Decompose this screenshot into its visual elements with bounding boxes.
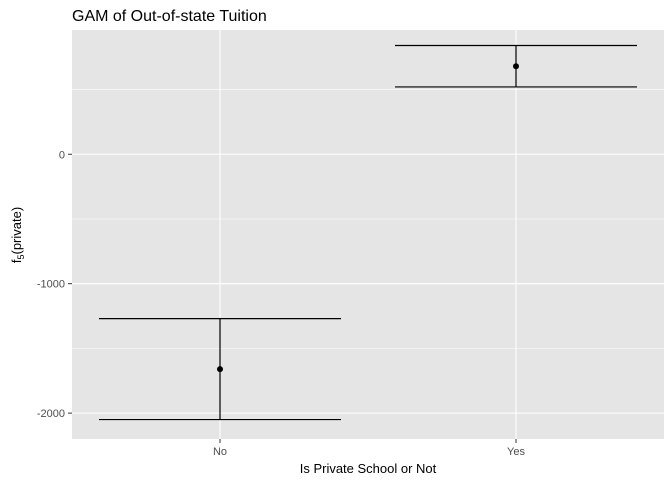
x-axis: No Yes	[213, 439, 525, 458]
y-axis: -2000 -1000 0	[37, 149, 72, 420]
grid	[72, 30, 664, 439]
y-tick-label: -1000	[37, 279, 65, 291]
estimate-point	[513, 63, 519, 70]
y-axis-title-tail: (private)	[9, 207, 24, 255]
chart-title: GAM of Out-of-state Tuition	[72, 8, 267, 25]
y-axis-title-subscript: 5	[16, 255, 26, 260]
y-axis-title-main: f	[9, 259, 24, 263]
panel-background	[72, 30, 664, 439]
estimate-point	[217, 366, 223, 373]
x-axis-title: Is Private School or Not	[300, 461, 437, 476]
y-tick-label: -2000	[37, 408, 65, 420]
marks	[99, 44, 637, 421]
y-axis-title: f5(private)	[9, 207, 26, 263]
y-tick-label: 0	[59, 149, 65, 161]
x-tick-label: No	[213, 446, 227, 458]
x-tick-label: Yes	[507, 446, 525, 458]
